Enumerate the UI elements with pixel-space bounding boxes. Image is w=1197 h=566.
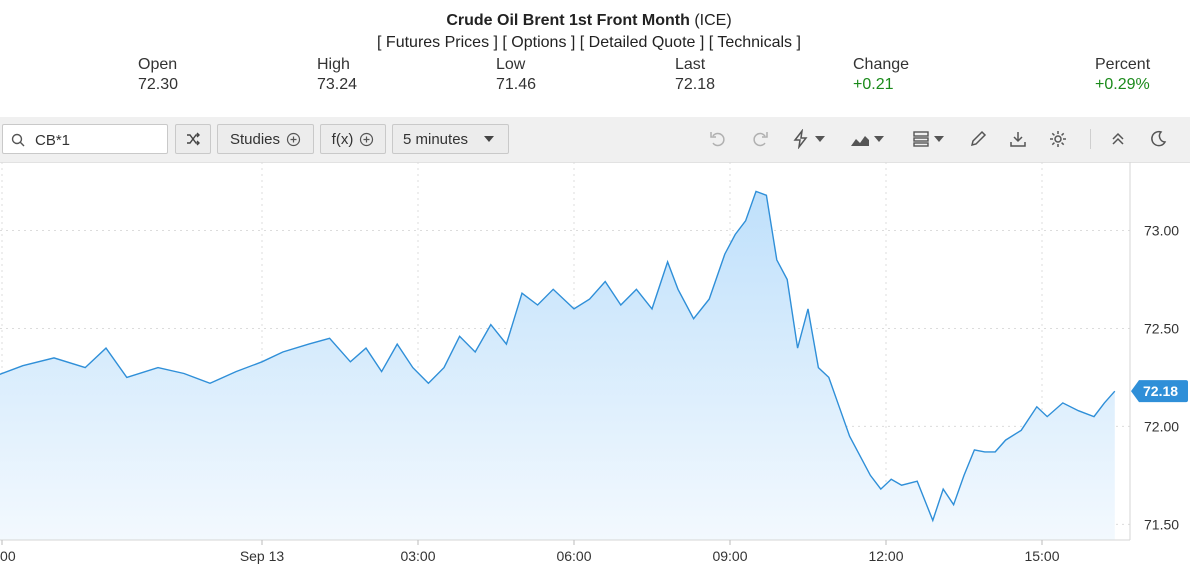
last-price-tag-shape	[1131, 380, 1188, 403]
chevron-down-icon	[934, 136, 944, 142]
low-value: 71.46	[496, 76, 537, 93]
instrument-name: Crude Oil Brent 1st Front Month	[446, 12, 690, 29]
lightning-icon	[793, 129, 808, 149]
chart-toolbar: Studies f(x) 5 minutes	[0, 117, 1190, 163]
download-icon	[1010, 132, 1026, 147]
time-axis: 0:00 Sep 13 03:00 06:00 09:00 12:00 15:00	[0, 540, 1060, 564]
change-label: Change	[853, 56, 910, 73]
moon-icon	[1151, 130, 1167, 147]
open-label: Open	[138, 56, 178, 73]
chevron-down-icon	[484, 136, 495, 142]
price-chart[interactable]: 73.00 72.50 72.00 71.50 0:00 Sep 13 03:00 06:0…	[0, 162, 1197, 566]
futures-prices-link[interactable]: [ Futures Prices ]	[377, 34, 498, 51]
undo-button[interactable]	[706, 128, 730, 150]
chevron-down-icon	[815, 136, 825, 142]
shuffle-button[interactable]	[175, 124, 211, 154]
y-tick-label: 72.50	[1144, 320, 1179, 336]
interval-label: 5 minutes	[403, 130, 469, 148]
y-tick-label: 71.50	[1144, 516, 1179, 532]
search-icon	[11, 133, 25, 147]
low-label: Low	[496, 56, 526, 73]
last-value: 72.18	[675, 76, 716, 93]
fx-label: f(x)	[331, 130, 354, 148]
price-area	[0, 191, 1115, 540]
redo-button[interactable]	[748, 128, 772, 150]
pencil-icon	[970, 130, 987, 147]
x-tick-label: 0:00	[0, 548, 16, 564]
last-stat: Last 72.18	[675, 55, 715, 95]
download-button[interactable]	[1006, 128, 1030, 150]
redo-icon	[753, 132, 768, 147]
chart-type-dropdown[interactable]	[846, 128, 888, 150]
interval-dropdown[interactable]: 5 minutes	[392, 124, 509, 154]
options-link[interactable]: [ Options ]	[502, 34, 576, 51]
percent-stat: Percent +0.29%	[1095, 55, 1150, 95]
last-price-label: 72.18	[1143, 383, 1178, 399]
high-label: High	[317, 56, 350, 73]
theme-button[interactable]	[1146, 128, 1170, 150]
plus-circle-icon	[360, 132, 374, 146]
symbol-search[interactable]	[2, 124, 168, 154]
quote-links: [ Futures Prices ] [ Options ] [ Detaile…	[0, 34, 1178, 52]
y-tick-label: 72.00	[1144, 418, 1179, 434]
studies-label: Studies	[229, 130, 281, 148]
undo-icon	[710, 132, 725, 147]
chevron-down-icon	[874, 136, 884, 142]
template-dropdown[interactable]	[908, 128, 948, 150]
collapse-icon	[1112, 132, 1124, 145]
last-price-tag: 72.18	[1131, 380, 1188, 403]
price-line	[0, 190, 1116, 523]
studies-button[interactable]: Studies	[217, 124, 314, 154]
x-tick-label: Sep 13	[240, 548, 285, 564]
detailed-quote-link[interactable]: [ Detailed Quote ]	[579, 34, 705, 51]
open-value: 72.30	[138, 76, 179, 93]
x-tick-label: 09:00	[712, 548, 747, 564]
percent-label: Percent	[1095, 56, 1151, 73]
change-stat: Change +0.21	[853, 55, 909, 95]
high-stat: High 73.24	[317, 55, 357, 95]
percent-value: +0.29%	[1095, 76, 1150, 93]
events-dropdown[interactable]	[788, 128, 828, 150]
fx-button[interactable]: f(x)	[320, 124, 386, 154]
exchange-label: (ICE)	[694, 12, 732, 29]
symbol-input[interactable]	[33, 129, 167, 151]
settings-button[interactable]	[1046, 128, 1070, 150]
technicals-link[interactable]: [ Technicals ]	[708, 34, 801, 51]
low-stat: Low 71.46	[496, 55, 536, 95]
high-value: 73.24	[317, 76, 358, 93]
gear-icon	[1050, 131, 1066, 147]
collapse-button[interactable]	[1106, 128, 1130, 150]
area-chart-icon	[851, 136, 869, 146]
price-axis: 73.00 72.50 72.00 71.50	[1144, 223, 1179, 533]
shuffle-icon	[187, 132, 200, 146]
y-tick-label: 73.00	[1144, 223, 1179, 239]
open-stat: Open 72.30	[138, 55, 178, 95]
toolbar-divider	[1090, 129, 1091, 149]
instrument-title: Crude Oil Brent 1st Front Month (ICE)	[0, 12, 1178, 30]
last-label: Last	[675, 56, 706, 73]
plus-circle-icon	[286, 132, 301, 146]
x-tick-label: 15:00	[1024, 548, 1059, 564]
draw-button[interactable]	[966, 128, 990, 150]
change-value: +0.21	[853, 76, 894, 93]
layout-icon	[913, 131, 929, 147]
x-tick-label: 06:00	[556, 548, 591, 564]
x-tick-label: 12:00	[868, 548, 903, 564]
x-tick-label: 03:00	[400, 548, 435, 564]
